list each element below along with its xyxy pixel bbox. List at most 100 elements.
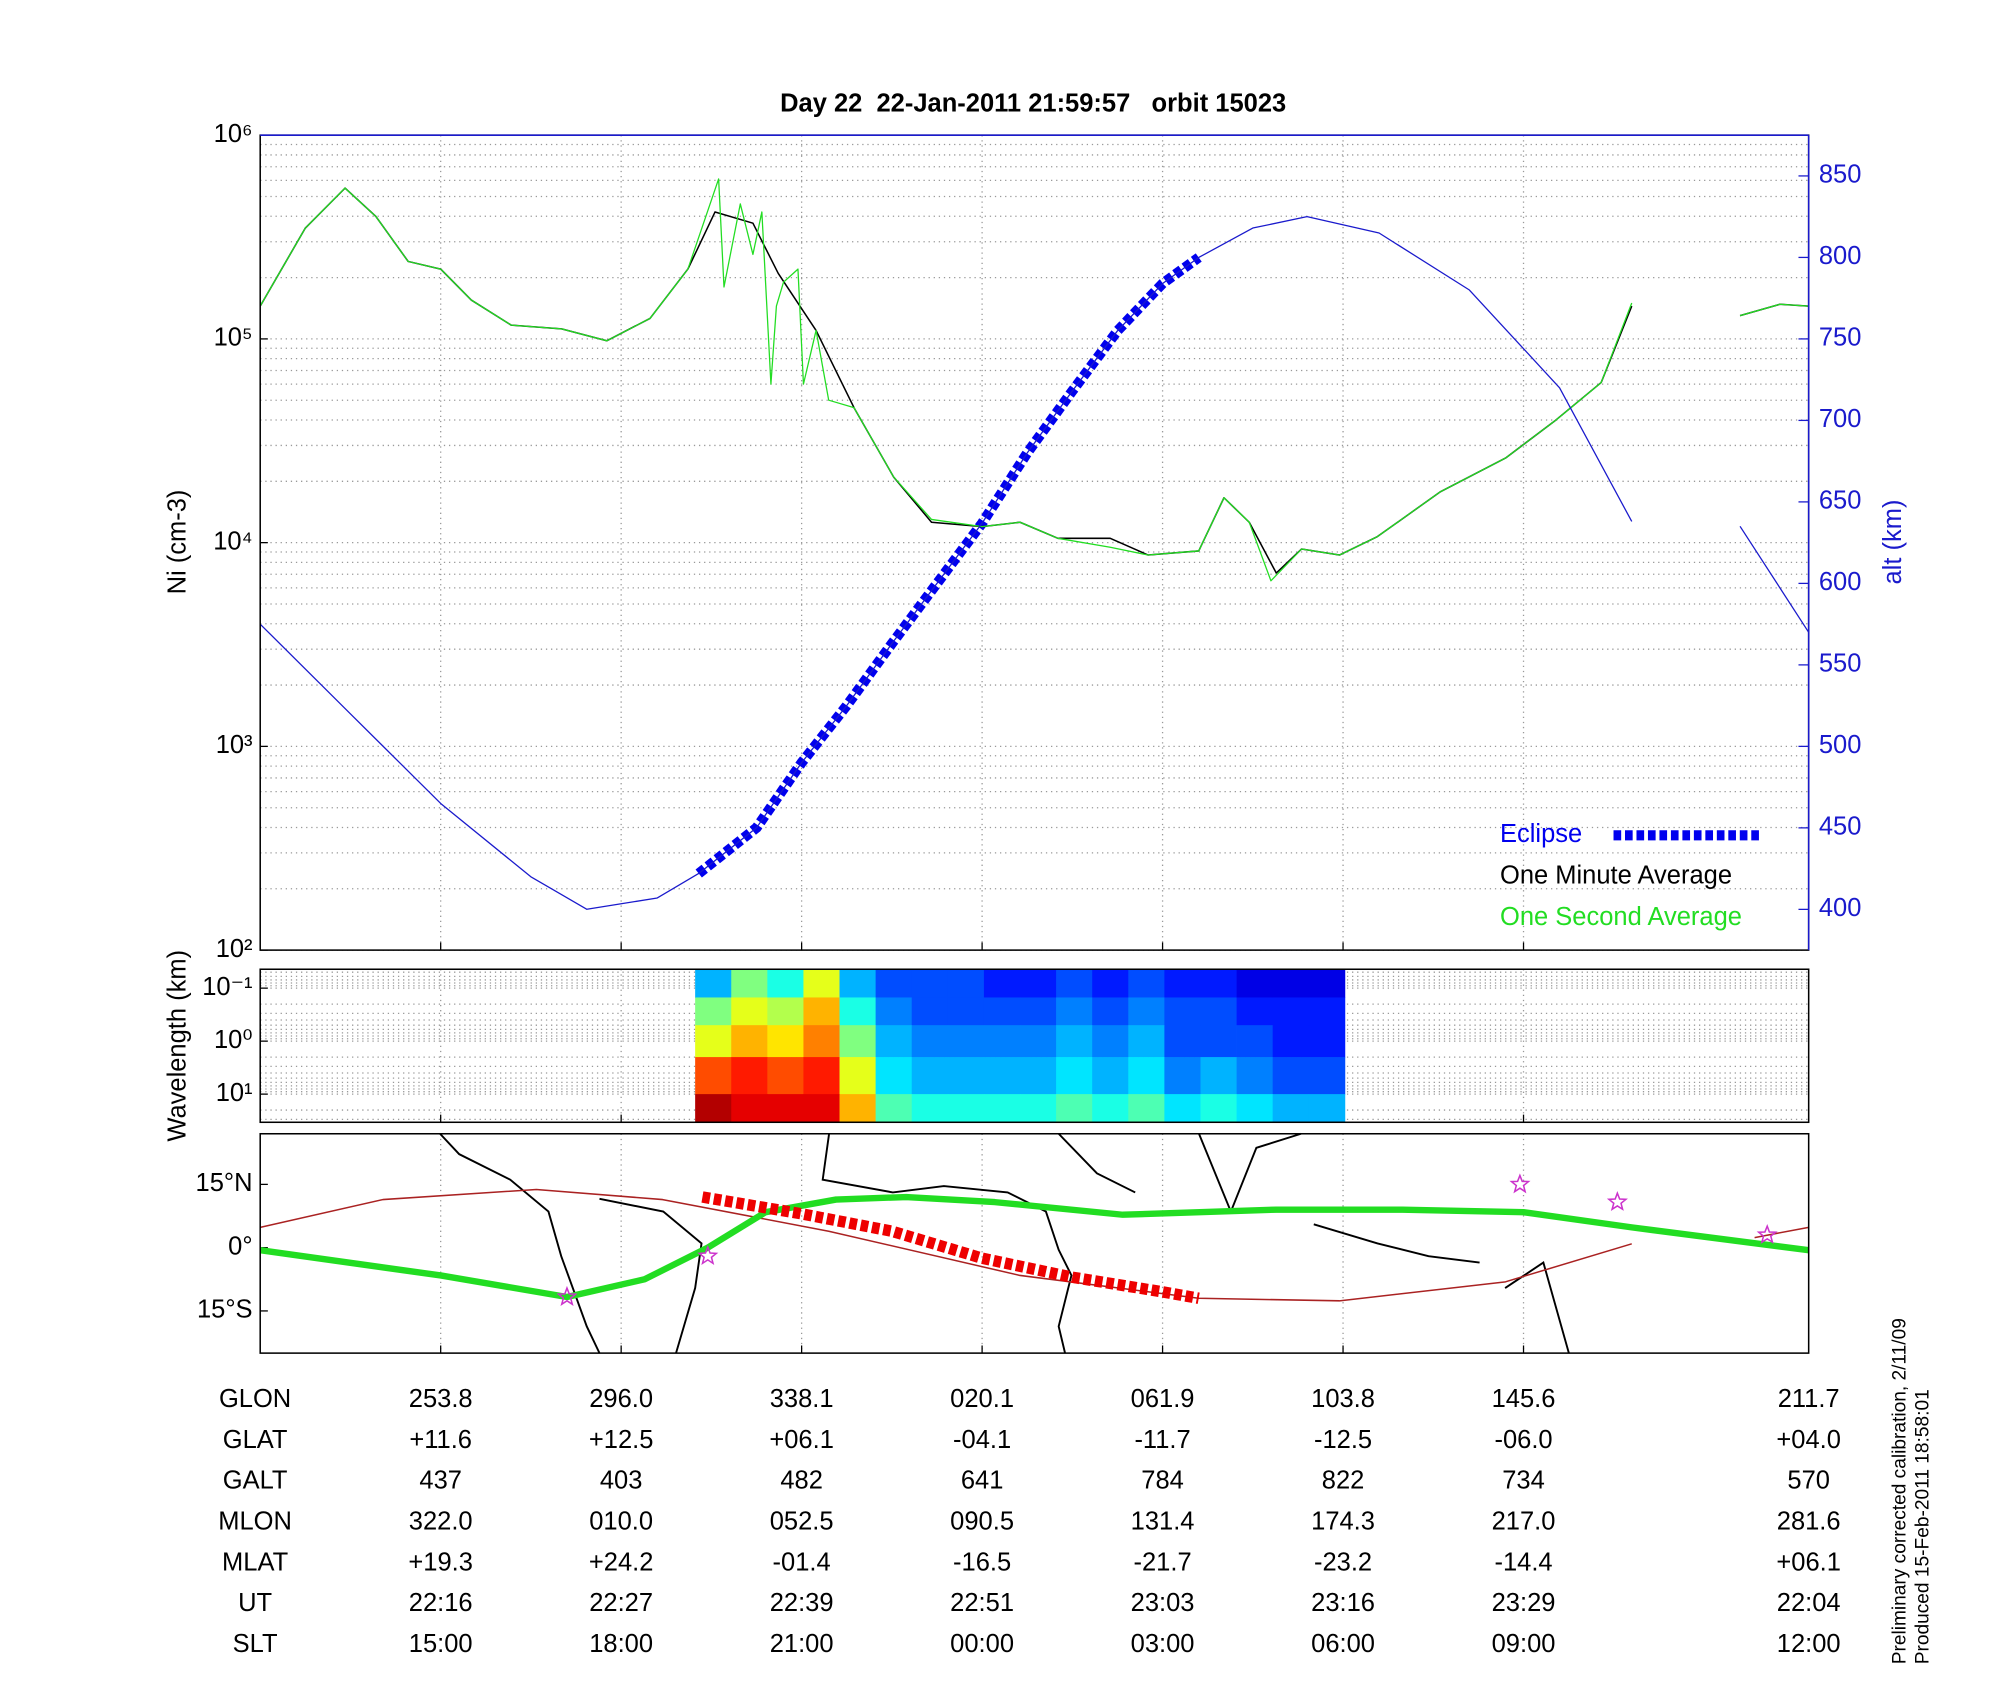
heatmap-cell — [1236, 1025, 1274, 1058]
table-cell: 23:29 — [1492, 1589, 1556, 1617]
heatmap-cell — [911, 969, 949, 998]
y2-tick-label: 750 — [1819, 324, 1862, 352]
table-cell: 00:00 — [950, 1630, 1014, 1658]
heatmap-cell — [731, 997, 768, 1026]
table-cell: 090.5 — [950, 1507, 1014, 1535]
plot-frame — [259, 968, 1810, 1124]
heatmap-cell — [803, 1057, 840, 1095]
heatmap-cell — [1128, 997, 1165, 1026]
series-line — [260, 1188, 1632, 1302]
table-cell: 23:03 — [1131, 1589, 1195, 1617]
table-cell: 15:00 — [409, 1630, 473, 1658]
table-cell: 06:00 — [1311, 1630, 1375, 1658]
table-cell: 09:00 — [1492, 1630, 1556, 1658]
heatmap-cell — [947, 1057, 985, 1095]
series-line — [1739, 525, 1810, 633]
heatmap-cell — [1308, 1094, 1346, 1123]
table-cell: 734 — [1502, 1467, 1545, 1495]
table-cell: 23:16 — [1311, 1589, 1375, 1617]
heatmap-cell — [1200, 969, 1237, 998]
row-label: GLON — [219, 1385, 291, 1413]
heatmap-cell — [1056, 1025, 1093, 1058]
table-cell: 322.0 — [409, 1507, 473, 1535]
series-line — [259, 178, 1633, 582]
table-cell: 217.0 — [1492, 1507, 1556, 1535]
heatmap-cell — [983, 969, 1021, 998]
heatmap-cell — [1164, 1025, 1201, 1058]
table-cell: -21.7 — [1134, 1548, 1192, 1576]
legend-label: One Second Average — [1500, 903, 1742, 931]
y-tick-label: 10⁻¹ — [202, 973, 252, 1001]
row-label: GALT — [223, 1467, 288, 1495]
note: Preliminary corrected calibration, 2/11/… — [1890, 1318, 1911, 1664]
heatmap-cell — [875, 1025, 913, 1058]
heatmap-cell — [911, 997, 949, 1026]
table-cell: 641 — [961, 1467, 1004, 1495]
table-cell: 822 — [1322, 1467, 1365, 1495]
table-cell: -11.7 — [1134, 1426, 1190, 1454]
y2-tick-label: 800 — [1819, 242, 1862, 270]
heatmap-cell — [695, 1094, 732, 1123]
heatmap-cell — [767, 1094, 804, 1123]
heatmap-cell — [1020, 1025, 1057, 1058]
legend-label: One Minute Average — [1500, 862, 1732, 890]
heatmap-cell — [839, 1094, 877, 1123]
table-cell: 052.5 — [770, 1507, 834, 1535]
heatmap-cell — [1020, 997, 1057, 1026]
heatmap-cell — [875, 997, 913, 1026]
heatmap-cell — [1128, 1025, 1165, 1058]
heatmap-cell — [1308, 1025, 1346, 1058]
y-tick-label: 10⁵ — [214, 324, 253, 352]
star-marker — [1606, 1191, 1628, 1211]
table-cell: -23.2 — [1314, 1548, 1372, 1576]
heatmap-cell — [1272, 969, 1310, 998]
y-tick-label: 10³ — [216, 731, 253, 759]
row-label: MLAT — [222, 1548, 288, 1576]
heatmap-cell — [1272, 1094, 1310, 1123]
heatmap-cell — [911, 1025, 949, 1058]
heatmap-cell — [767, 1025, 804, 1058]
heatmap-cell — [731, 1094, 768, 1123]
table-cell: +06.1 — [769, 1426, 834, 1454]
heatmap-cell — [839, 1025, 877, 1058]
heatmap-cell — [1164, 969, 1201, 998]
y2-tick-label: 400 — [1819, 894, 1862, 922]
heatmap-cell — [1236, 969, 1274, 998]
heatmap-cell — [1272, 1025, 1310, 1058]
coastlines — [439, 1132, 1570, 1354]
y-axis-label: Ni (cm-3) — [163, 490, 191, 595]
y-tick-label: 10⁰ — [214, 1026, 253, 1054]
heatmap-cell — [803, 969, 840, 998]
heatmap-cell — [1056, 1057, 1093, 1095]
heatmap-cell — [1020, 969, 1057, 998]
table-cell: 22:39 — [770, 1589, 834, 1617]
table-cell: 211.7 — [1778, 1385, 1840, 1413]
y2-tick-label: 650 — [1819, 487, 1862, 515]
heatmap-cell — [839, 997, 877, 1026]
heatmap-cell — [767, 1057, 804, 1095]
y-tick-label: 10⁶ — [214, 120, 253, 148]
row-label: UT — [238, 1589, 272, 1617]
table-cell: 570 — [1787, 1467, 1830, 1495]
star-marker — [1509, 1173, 1531, 1194]
row-label: GLAT — [223, 1426, 288, 1454]
heatmap-cell — [947, 1094, 985, 1123]
note: Produced 15-Feb-2011 18:58:01 — [1913, 1389, 1934, 1664]
heatmap-cell — [1092, 1094, 1129, 1123]
heatmap-cell — [1272, 1057, 1310, 1095]
heatmap-cell — [1056, 969, 1093, 998]
heatmap-cell — [1092, 997, 1129, 1026]
coastline — [821, 1133, 1073, 1354]
y2-tick-label: 450 — [1819, 813, 1862, 841]
heatmap-cell — [1200, 997, 1237, 1026]
y-tick-label: 10⁴ — [213, 527, 252, 555]
table-cell: 22:51 — [950, 1589, 1014, 1617]
star-marker — [1756, 1223, 1778, 1244]
legend-label: Eclipse — [1500, 820, 1582, 848]
heatmap-cell — [1308, 997, 1346, 1026]
series-line — [259, 1193, 1810, 1301]
heatmap-cell — [695, 1057, 732, 1095]
